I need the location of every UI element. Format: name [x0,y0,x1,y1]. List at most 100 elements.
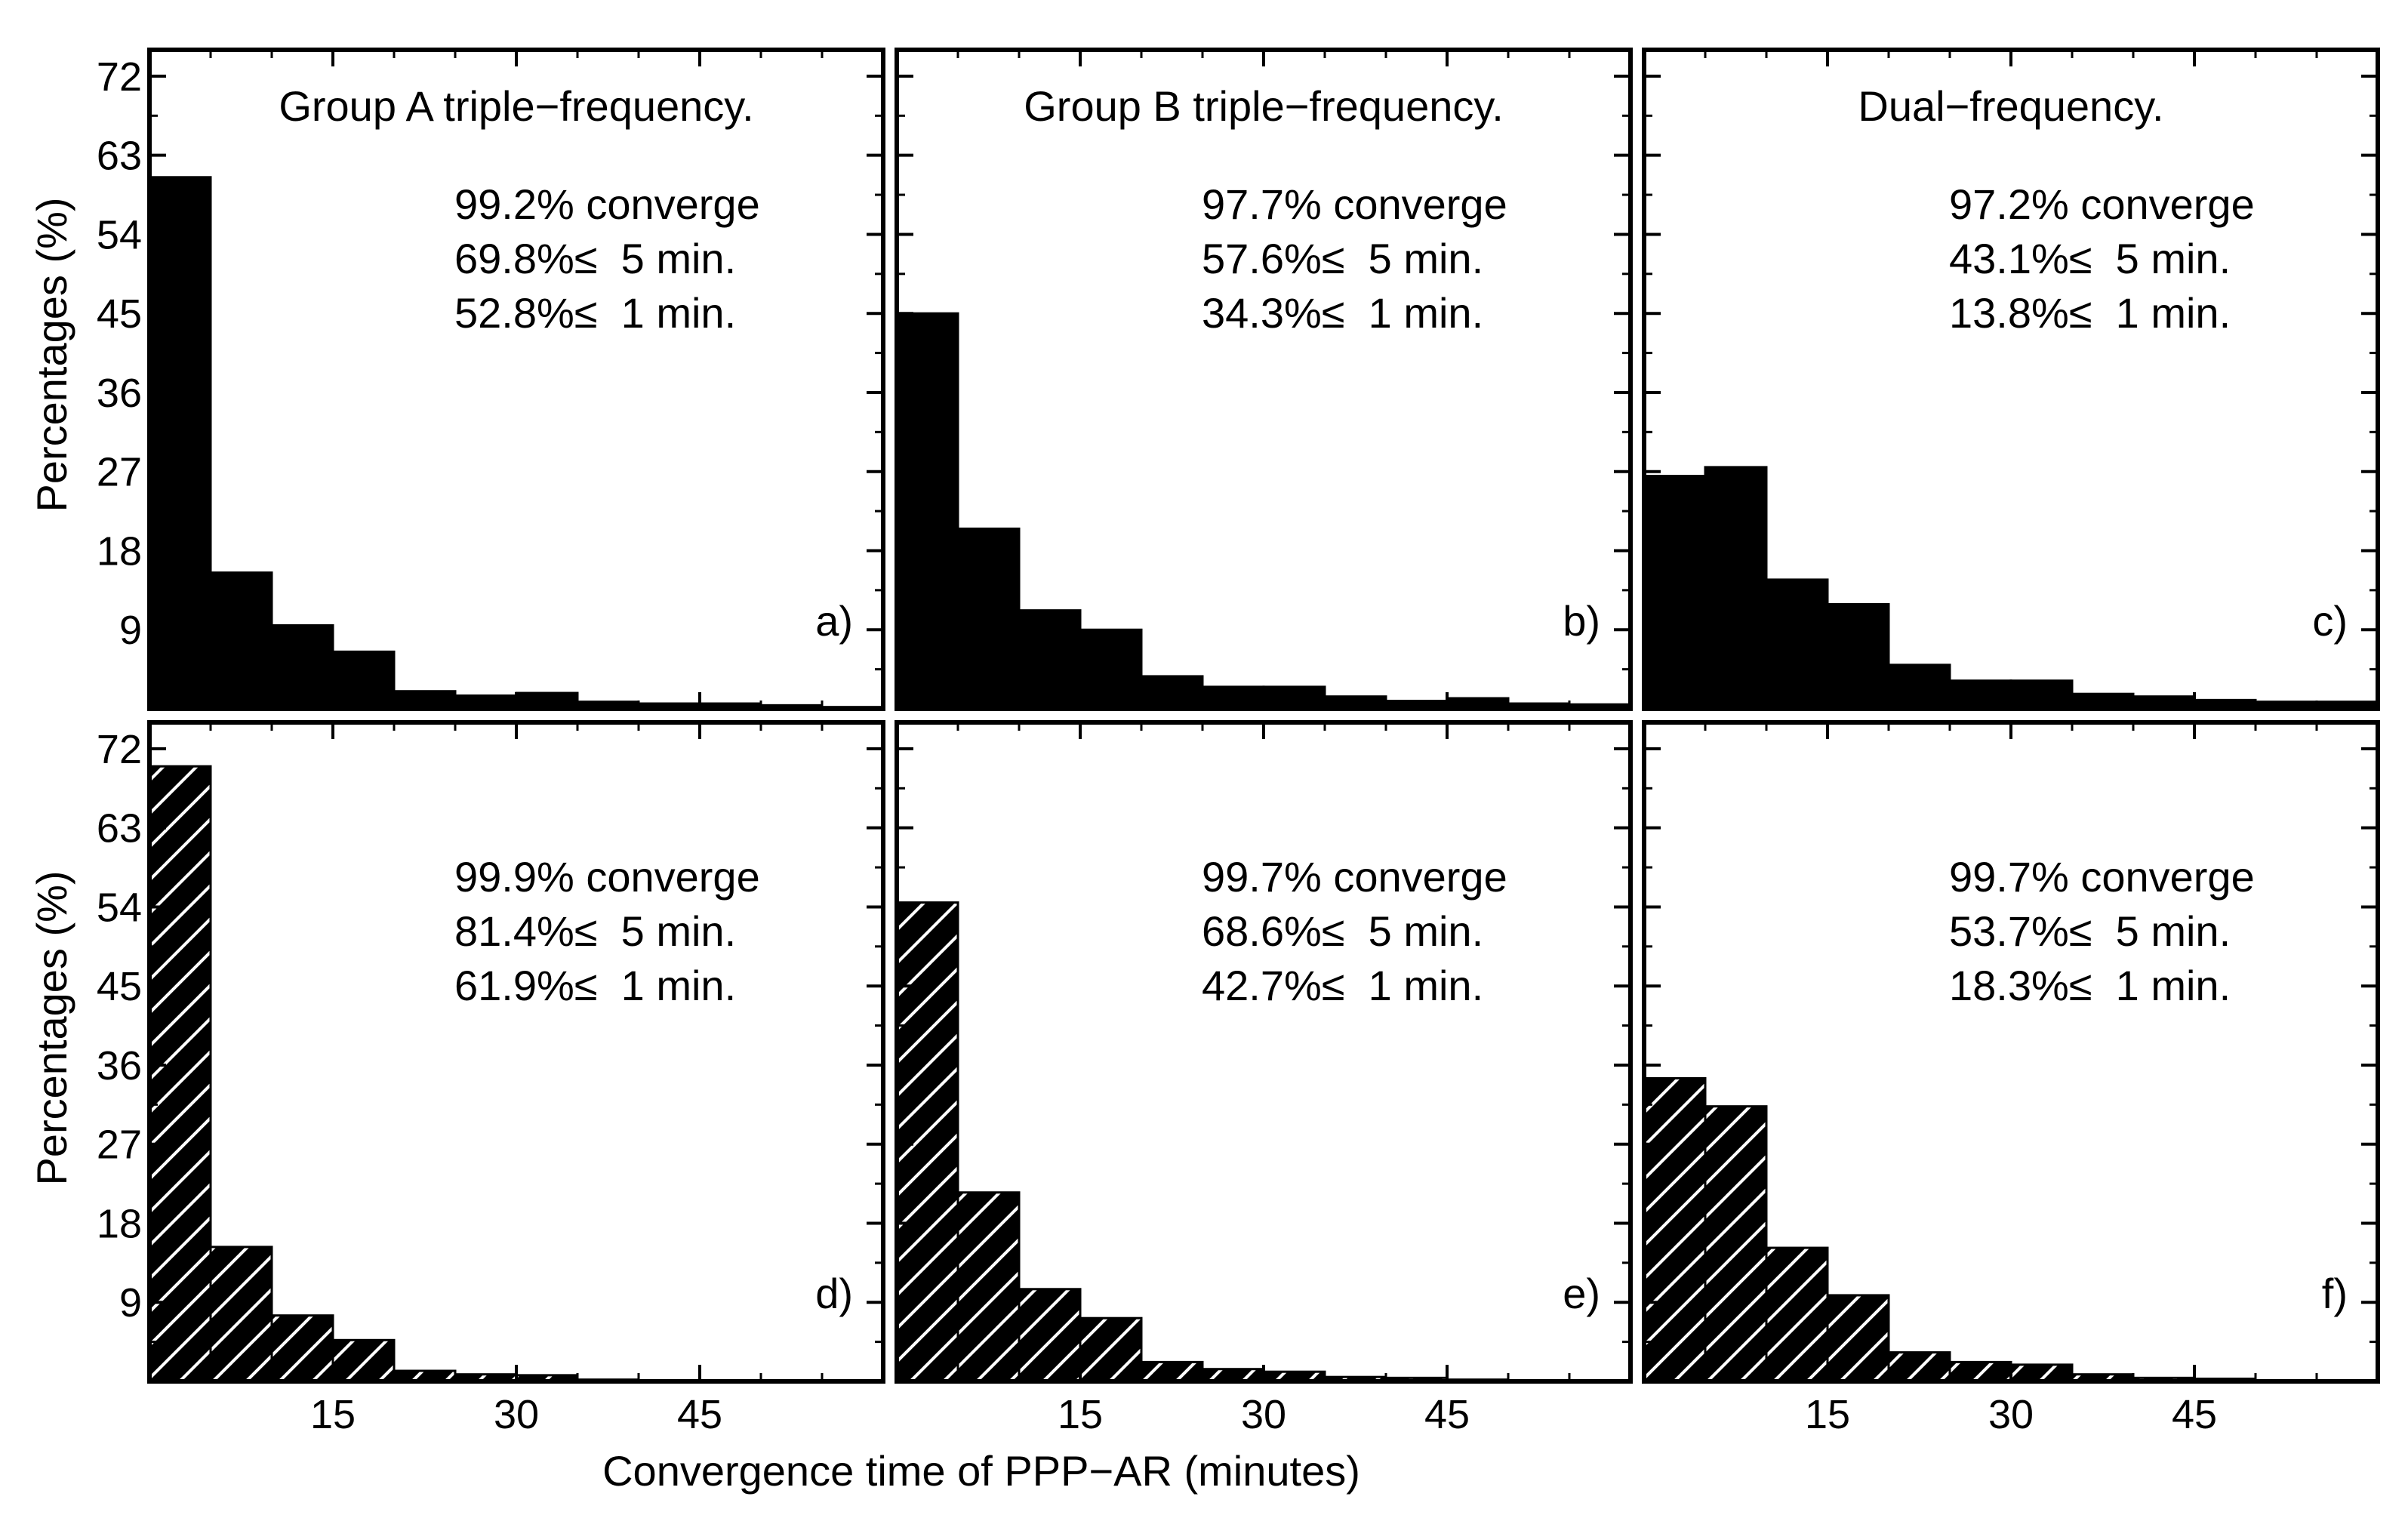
y-tick-label: 72 [97,727,142,772]
y-tick-label: 36 [97,1043,142,1089]
y-tick-label: 63 [97,806,142,851]
bar [1765,578,1829,710]
x-tick-label: 45 [2172,1392,2217,1437]
y-tick-label: 27 [97,450,142,495]
panel-a: 9 18 27 36 45 54 63 72 Group A triple−frequency.… [97,48,885,711]
bar [331,650,396,710]
stat-line: 42.7%≤ 1 min. [1202,962,1483,1009]
plot-frame [895,720,1633,1384]
bar [2009,1363,2074,1383]
bar [148,176,212,710]
panel-title: Dual−frequency. [1858,82,2163,130]
stat-line: 34.3%≤ 1 min. [1202,289,1483,337]
stat-line: 61.9%≤ 1 min. [454,962,736,1009]
bar [2009,679,2074,710]
x-tick-label: 30 [1241,1392,1286,1437]
panel-letter: c) [2312,597,2348,645]
stat-line: 69.8%≤ 5 min. [454,235,736,282]
stat-line: 81.4%≤ 5 min. [454,907,736,955]
y-tick-label: 18 [97,528,142,574]
bar [956,527,1021,710]
bar [1826,602,1890,710]
stat-line: 97.2% converge [1949,180,2255,228]
bar [956,1191,1021,1383]
panel-d: 9 18 27 36 45 54 63 72 15 30 45 99.9% converge 81.4%… [97,720,885,1437]
panel-c: Dual−frequency. 97.2% converge 43.1%≤ 5 mi… [1642,48,2380,711]
plot-frame [895,48,1633,711]
bar [1704,466,1768,710]
bar [1140,1360,1204,1383]
bar [1079,1316,1143,1383]
y-tick-label: 9 [119,608,142,653]
bar [1079,628,1143,710]
panel-b: Group B triple−frequency. 97.7% converge 5… [895,48,1633,711]
stat-line: 18.3%≤ 1 min. [1949,962,2231,1009]
stat-line: 97.7% converge [1202,180,1507,228]
y-tick-label: 54 [97,212,142,257]
x-axis-label: Convergence time of PPP−AR (minutes) [602,1447,1360,1495]
y-axis-label-bottom: Percentages (%) [28,870,75,1185]
bar [270,1314,334,1383]
bar [1948,679,2012,710]
stat-line: 53.7%≤ 5 min. [1949,907,2231,955]
x-tick-label: 15 [1058,1392,1103,1437]
bar [1201,685,1265,710]
panel-letter: a) [815,597,853,645]
bar [1948,1360,2012,1383]
bar [1643,475,1707,710]
plot-frame [147,48,885,711]
x-tick-label: 15 [1805,1392,1850,1437]
bar [1018,609,1082,710]
y-tick-label: 18 [97,1201,142,1246]
plot-frame [1642,720,2380,1384]
stat-line: 57.6%≤ 5 min. [1202,235,1483,282]
y-tick-label: 45 [97,964,142,1009]
y-tick-label: 27 [97,1122,142,1168]
y-tick-label: 63 [97,134,142,179]
x-tick-label: 45 [677,1392,722,1437]
bar [393,690,457,710]
stat-line: 99.2% converge [454,180,760,228]
bar [209,1246,273,1383]
x-tick-label: 30 [494,1392,539,1437]
bar [1765,1246,1829,1383]
bar [895,312,959,710]
bar [209,571,273,710]
bar [1643,1076,1707,1383]
stat-line: 52.8%≤ 1 min. [454,289,736,337]
y-tick-label: 36 [97,371,142,416]
stat-line: 13.8%≤ 1 min. [1949,289,2231,337]
stat-line: 43.1%≤ 5 min. [1949,235,2231,282]
x-tick-label: 15 [310,1392,356,1437]
y-tick-label: 9 [119,1280,142,1326]
bar [515,691,579,710]
panel-letter: d) [815,1270,853,1317]
x-tick-label: 30 [1988,1392,2034,1437]
panel-title: Group A triple−frequency. [279,82,753,130]
stat-line: 99.7% converge [1202,853,1507,901]
bar [1887,1351,1951,1383]
y-tick-label: 54 [97,885,142,930]
panel-e: 15 30 45 99.7% converge 68.6%≤ 5 min. 42.7%≤ … [895,720,1633,1437]
bar [270,624,334,710]
x-tick-label: 45 [1424,1392,1470,1437]
bar [1140,675,1204,710]
bar [1018,1288,1082,1383]
plot-frame [147,720,885,1384]
panel-title: Group B triple−frequency. [1024,82,1504,130]
panel-letter: e) [1563,1270,1600,1317]
bar [1826,1294,1890,1383]
bar [895,901,959,1383]
y-axis-label-top: Percentages (%) [28,197,75,512]
panel-letter: f) [2322,1270,2348,1317]
panel-f: 15 30 45 99.7% converge 53.7%≤ 5 min. 18.3%≤ … [1642,720,2380,1437]
y-tick-label: 45 [97,291,142,337]
bar [1887,664,1951,710]
stat-line: 68.6%≤ 5 min. [1202,907,1483,955]
bar [148,765,212,1383]
stat-line: 99.7% converge [1949,853,2255,901]
bar [1262,685,1326,710]
bar [331,1338,396,1383]
y-tick-label: 72 [97,54,142,100]
